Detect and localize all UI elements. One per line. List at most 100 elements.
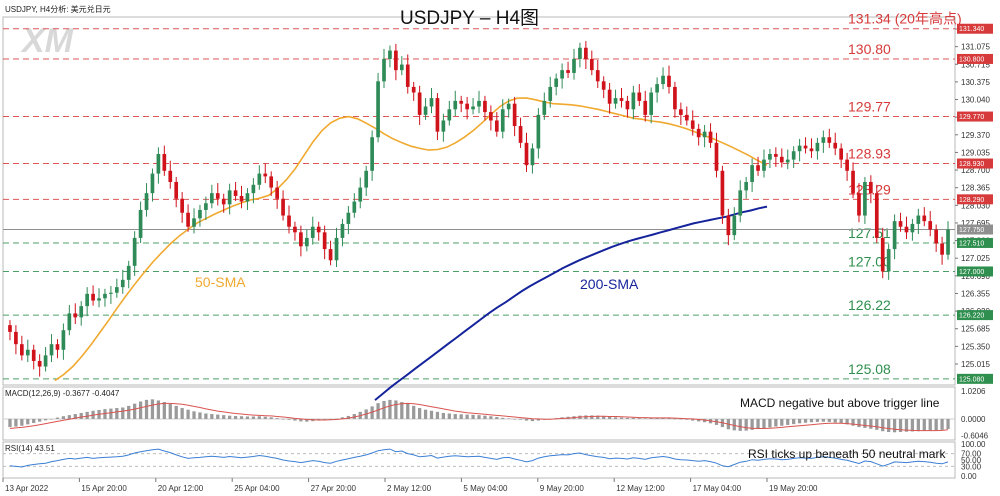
macd-bar-5 <box>38 418 42 422</box>
macd-bar-83 <box>501 417 505 419</box>
macd-bar-9 <box>61 416 66 419</box>
macd-bar-43 <box>263 416 267 419</box>
macd-bar-37 <box>228 415 232 419</box>
candle-body-16 <box>103 293 107 299</box>
macd-bar-134 <box>803 418 808 423</box>
candle-body-146 <box>874 193 879 238</box>
candle-body-91 <box>548 86 553 101</box>
sma200-line <box>374 205 768 401</box>
macd-bar-108 <box>649 418 653 419</box>
macd-bar-26 <box>162 402 166 419</box>
candle-body-0 <box>8 325 12 332</box>
candle-body-133 <box>797 145 802 152</box>
candle-body-76 <box>459 100 464 104</box>
macd-bar-115 <box>691 418 695 421</box>
candle-body-21 <box>132 237 137 266</box>
candle-body-39 <box>239 195 244 202</box>
macd-tick-2: -0.6046 <box>961 431 989 440</box>
macd-bar-46 <box>281 418 285 420</box>
sma50-line <box>54 97 768 382</box>
macd-bar-3 <box>26 418 30 425</box>
candle-body-11 <box>73 313 78 318</box>
macd-bar-140 <box>839 418 843 424</box>
candle-body-7 <box>49 344 54 356</box>
candle-body-97 <box>584 47 588 59</box>
macd-bar-42 <box>257 416 261 419</box>
macd-bar-155 <box>928 418 932 431</box>
level-tag-4: 128.290 <box>959 197 984 204</box>
candle-body-5 <box>37 360 42 367</box>
price-tick-10: 128.030 <box>961 201 990 210</box>
rsi-tick-0: 100.00 <box>961 440 986 449</box>
macd-bar-113 <box>679 418 683 420</box>
candle-body-144 <box>863 181 867 216</box>
candle-body-46 <box>281 198 285 216</box>
level-label-6: 127.00 <box>848 253 891 269</box>
candle-body-44 <box>269 176 274 188</box>
candle-body-124 <box>744 181 749 191</box>
candle-body-51 <box>310 226 315 238</box>
macd-tick-0: 1.0206 <box>961 387 986 396</box>
macd-bar-131 <box>786 418 790 425</box>
candle-body-127 <box>762 159 766 171</box>
macd-bar-110 <box>661 417 665 419</box>
candle-body-137 <box>821 137 826 143</box>
candle-body-61 <box>370 137 374 171</box>
candle-body-120 <box>720 170 725 216</box>
price-tick-15: 126.355 <box>961 289 990 298</box>
macd-bar-149 <box>892 418 897 433</box>
price-tick-3: 130.375 <box>961 78 990 87</box>
candle-body-145 <box>869 181 873 194</box>
candle-body-134 <box>803 145 808 149</box>
time-tick-4: 27 Apr 20:00 <box>311 484 357 493</box>
macd-bar-139 <box>833 418 837 423</box>
macd-bar-126 <box>756 418 760 430</box>
macd-bar-136 <box>815 418 820 422</box>
time-tick-7: 9 May 20:00 <box>540 484 585 493</box>
candle-body-67 <box>405 64 410 87</box>
macd-bar-112 <box>673 418 677 420</box>
macd-bar-31 <box>192 411 196 419</box>
level-tag-bg-8 <box>957 373 993 384</box>
candle-body-150 <box>898 221 903 227</box>
candle-body-31 <box>192 218 196 227</box>
candle-body-50 <box>304 237 309 247</box>
macd-bar-68 <box>412 405 416 419</box>
macd-bar-18 <box>115 408 119 419</box>
macd-bar-24 <box>150 399 155 419</box>
candle-body-119 <box>714 142 719 171</box>
macd-bar-71 <box>429 410 434 419</box>
candle-body-47 <box>287 215 291 227</box>
macd-bar-158 <box>946 418 950 430</box>
candle-body-9 <box>61 330 66 350</box>
macd-bar-62 <box>376 403 380 419</box>
macd-note: MACD negative but above trigger line <box>740 396 940 410</box>
macd-bar-61 <box>370 406 374 419</box>
macd-bar-143 <box>857 418 861 428</box>
candle-body-122 <box>732 215 737 236</box>
current-price-tag-bg <box>957 224 993 235</box>
candle-body-30 <box>186 212 190 227</box>
candle-body-153 <box>916 215 921 224</box>
candle-body-33 <box>204 203 208 210</box>
macd-bar-100 <box>602 416 606 419</box>
candle-body-80 <box>483 100 487 113</box>
candle-body-60 <box>364 170 369 188</box>
candle-body-130 <box>779 156 784 163</box>
macd-bar-85 <box>512 418 517 420</box>
candle-body-143 <box>857 193 861 216</box>
price-tick-1: 131.075 <box>961 43 990 52</box>
candle-body-139 <box>833 142 838 149</box>
macd-bar-127 <box>762 418 766 429</box>
candle-body-8 <box>55 344 60 350</box>
macd-bar-30 <box>186 409 190 419</box>
macd-bar-125 <box>750 418 754 430</box>
candle-body-65 <box>394 50 398 71</box>
candle-body-14 <box>91 293 95 301</box>
macd-bar-137 <box>821 418 825 422</box>
macd-bar-105 <box>631 417 635 419</box>
rsi-tick-4: 0.00 <box>961 472 977 481</box>
macd-bar-130 <box>780 418 784 426</box>
candle-body-98 <box>589 58 594 71</box>
